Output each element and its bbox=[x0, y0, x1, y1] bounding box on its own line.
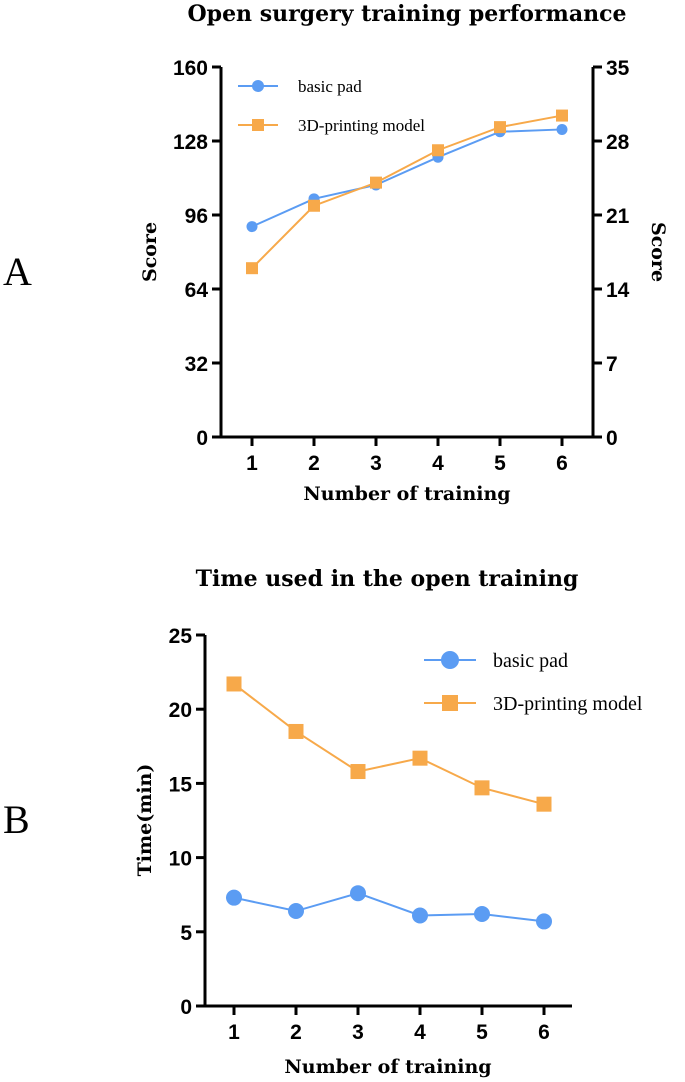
legend-basic-pad-label: basic pad bbox=[493, 650, 568, 672]
legend-basic-pad-marker bbox=[252, 80, 264, 92]
point-basic-pad-1 bbox=[226, 889, 242, 906]
point-basic-pad-1 bbox=[246, 221, 258, 233]
y-tick-label: 0 bbox=[196, 427, 208, 450]
x-tick-label: 3 bbox=[370, 452, 382, 475]
chart-b-legend: basic pad 3D-printing model bbox=[424, 650, 643, 715]
chart-a: Open surgery training performance 032649… bbox=[139, 1, 669, 505]
legend-basic-pad-marker bbox=[441, 651, 459, 669]
y-tick-label: 128 bbox=[173, 131, 208, 154]
series-line-basic-pad bbox=[251, 128, 563, 228]
y-tick-label: 160 bbox=[173, 57, 208, 80]
x-tick-label: 2 bbox=[290, 1021, 302, 1044]
x-tick-label: 2 bbox=[308, 452, 320, 475]
chart-a-x-label: Number of training bbox=[303, 483, 510, 505]
point-3d-printing-model-3 bbox=[370, 176, 382, 189]
legend-3d-printing-marker bbox=[252, 119, 264, 131]
x-tick-label: 5 bbox=[494, 452, 506, 475]
point-3d-printing-model-5 bbox=[494, 121, 506, 134]
legend-3d-printing-marker bbox=[442, 695, 458, 711]
series-line-3d-printing-model bbox=[233, 683, 545, 806]
x-tick-label: 4 bbox=[432, 452, 444, 475]
panel-label-b: B bbox=[3, 797, 30, 842]
y-right-tick-label: 14 bbox=[606, 279, 630, 302]
point-3d-printing-model-6 bbox=[556, 109, 568, 122]
x-tick-label: 1 bbox=[228, 1021, 240, 1044]
y-right-tick-label: 21 bbox=[606, 205, 630, 228]
point-basic-pad-6 bbox=[536, 913, 552, 930]
x-tick-label: 6 bbox=[556, 452, 568, 475]
y-right-tick-label: 0 bbox=[606, 427, 618, 450]
x-tick-label: 1 bbox=[246, 452, 258, 475]
x-tick-label: 3 bbox=[352, 1021, 364, 1044]
y-right-tick-label: 35 bbox=[606, 57, 630, 80]
point-3d-printing-model-2 bbox=[288, 723, 304, 739]
y-tick-label: 96 bbox=[185, 205, 208, 228]
point-basic-pad-3 bbox=[350, 885, 366, 902]
chart-b-y-label: Time(min) bbox=[134, 764, 156, 877]
chart-a-legend: basic pad 3D-printing model bbox=[238, 77, 425, 135]
y-right-tick-label: 28 bbox=[606, 131, 630, 154]
chart-a-title: Open surgery training performance bbox=[188, 1, 627, 27]
legend-3d-printing-label: 3D-printing model bbox=[493, 693, 643, 715]
chart-b: Time used in the open training 051015202… bbox=[134, 566, 643, 1078]
x-tick-label: 5 bbox=[476, 1021, 488, 1044]
chart-b-title: Time used in the open training bbox=[196, 566, 579, 592]
chart-b-x-ticks: 1 2 3 4 5 6 bbox=[228, 1006, 550, 1044]
chart-a-right-ticks: 0 7 14 21 28 35 bbox=[593, 57, 630, 450]
point-basic-pad-5 bbox=[474, 905, 490, 922]
y-tick-label: 5 bbox=[180, 922, 192, 945]
point-basic-pad-6 bbox=[556, 123, 568, 135]
y-tick-label: 25 bbox=[169, 625, 193, 648]
point-3d-printing-model-3 bbox=[350, 764, 366, 780]
point-basic-pad-2 bbox=[288, 903, 304, 920]
point-3d-printing-model-6 bbox=[536, 796, 552, 812]
y-tick-label: 10 bbox=[169, 848, 192, 871]
y-tick-label: 32 bbox=[185, 353, 208, 376]
chart-a-x-ticks: 1 2 3 4 5 6 bbox=[246, 437, 568, 475]
point-3d-printing-model-1 bbox=[246, 262, 258, 275]
point-3d-printing-model-2 bbox=[308, 199, 320, 212]
x-tick-label: 6 bbox=[538, 1021, 550, 1044]
x-tick-label: 4 bbox=[414, 1021, 426, 1044]
y-tick-label: 20 bbox=[169, 699, 192, 722]
chart-b-x-label: Number of training bbox=[284, 1056, 491, 1078]
y-tick-label: 15 bbox=[169, 773, 193, 796]
series-line-basic-pad bbox=[233, 892, 545, 923]
y-right-tick-label: 7 bbox=[606, 353, 618, 376]
chart-a-left-ticks: 0 32 64 96 128 160 bbox=[173, 57, 221, 450]
legend-3d-printing-label: 3D-printing model bbox=[298, 116, 425, 135]
legend-basic-pad-label: basic pad bbox=[298, 77, 362, 96]
point-3d-printing-model-1 bbox=[226, 676, 242, 692]
chart-a-y-label-right: Score bbox=[647, 222, 669, 282]
series-line-3d-printing-model bbox=[251, 114, 563, 269]
point-3d-printing-model-5 bbox=[474, 780, 490, 796]
chart-a-y-label: Score bbox=[139, 222, 161, 282]
chart-a-series bbox=[246, 109, 568, 275]
y-tick-label: 64 bbox=[185, 279, 209, 302]
y-tick-label: 0 bbox=[180, 996, 192, 1019]
chart-b-y-ticks: 0 5 10 15 20 25 bbox=[169, 625, 205, 1019]
chart-b-series bbox=[226, 676, 552, 930]
point-3d-printing-model-4 bbox=[432, 144, 444, 157]
panel-label-a: A bbox=[3, 249, 32, 294]
point-3d-printing-model-4 bbox=[412, 750, 428, 766]
point-basic-pad-4 bbox=[412, 907, 428, 924]
